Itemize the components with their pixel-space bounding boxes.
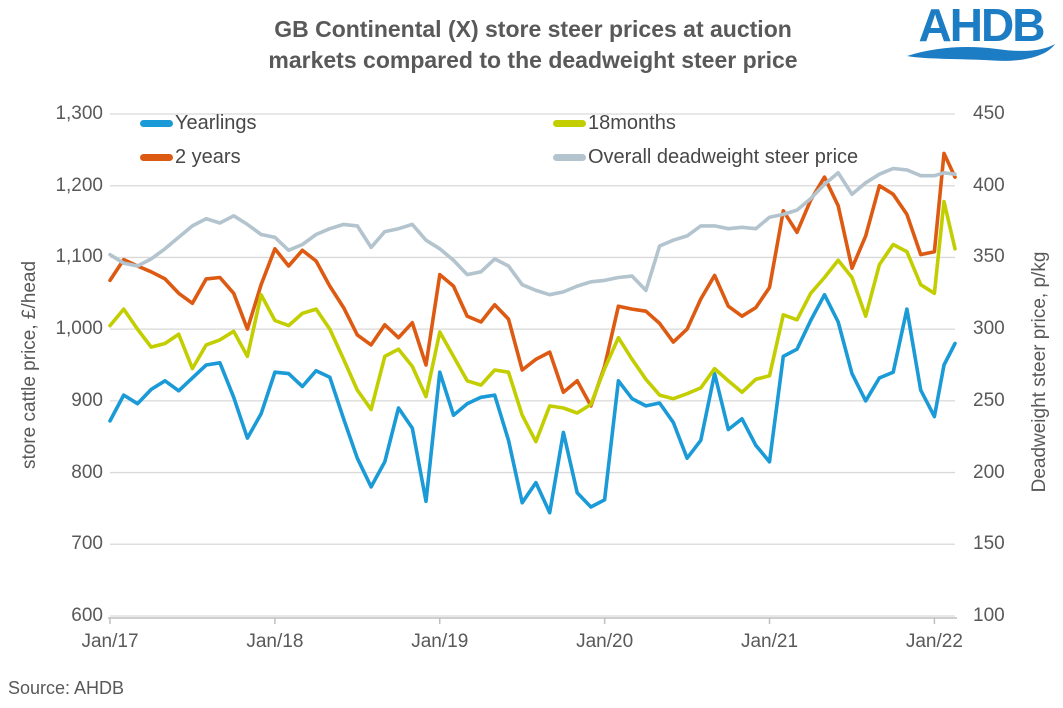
series-line-yearlings	[108, 292, 957, 515]
chart-title: GB Continental (X) store steer prices at…	[150, 14, 916, 76]
chart-title-line1: GB Continental (X) store steer prices at…	[274, 16, 792, 42]
ahdb-logo: AHDB	[905, 2, 1057, 66]
y-axis-title-left: store cattle price, £/head	[19, 260, 40, 470]
legend-item-overall-deadweight-steer-price: Overall deadweight steer price	[553, 146, 858, 168]
x-axis-label: Jan/18	[246, 631, 304, 652]
y-axis-label-right: 200	[973, 461, 1005, 483]
series-line-2-years	[108, 151, 957, 408]
x-axis-label: Jan/17	[81, 631, 139, 652]
legend-label: Yearlings	[175, 111, 257, 134]
y-axis-label-right: 450	[973, 103, 1005, 124]
y-axis-label-right: 400	[973, 174, 1005, 196]
x-axis-label: Jan/19	[411, 631, 469, 652]
series-line-18months	[108, 199, 957, 444]
legend-item-18months: 18months	[553, 112, 676, 134]
source-note: Source: AHDB	[8, 678, 125, 698]
chart-title-line2: markets compared to the deadweight steer…	[268, 47, 798, 73]
legend-swatch-icon	[140, 153, 173, 161]
series-line-overall-deadweight-steer-price	[108, 166, 957, 297]
legend-swatch-icon	[140, 119, 173, 127]
y-axis-label-left: 900	[71, 389, 103, 411]
legend-label: 18months	[588, 111, 676, 134]
legend-swatch-icon	[553, 153, 586, 161]
legend-item-yearlings: Yearlings	[140, 112, 257, 134]
legend-item-2-years: 2 years	[140, 146, 241, 168]
y-axis-label-right: 300	[973, 318, 1005, 340]
y-axis-label-right: 350	[973, 246, 1005, 268]
legend-label: Overall deadweight steer price	[588, 145, 859, 168]
y-axis-label-right: 250	[973, 389, 1005, 411]
y-axis-label-left: 1,000	[55, 318, 103, 340]
x-axis-label: Jan/22	[905, 631, 963, 652]
y-axis-label-left: 1,300	[55, 103, 103, 124]
ahdb-logo-text: AHDB	[918, 0, 1046, 51]
y-axis-title-right: Deadweight steer price, p/kg	[1029, 251, 1050, 493]
y-axis-label-left: 1,100	[55, 246, 103, 268]
y-axis-label-left: 1,200	[55, 174, 103, 196]
legend-swatch-icon	[553, 119, 586, 127]
ahdb-logo-wave-icon	[907, 44, 1055, 61]
y-axis-label-right: 100	[973, 605, 1005, 626]
y-axis-label-left: 700	[71, 533, 103, 555]
x-axis-label: Jan/21	[740, 631, 799, 652]
x-axis-label: Jan/20	[576, 631, 634, 652]
y-axis-label-left: 800	[71, 461, 103, 483]
y-axis-label-left: 600	[71, 605, 103, 626]
legend-label: 2 years	[175, 145, 241, 168]
y-axis-label-right: 150	[973, 533, 1005, 555]
